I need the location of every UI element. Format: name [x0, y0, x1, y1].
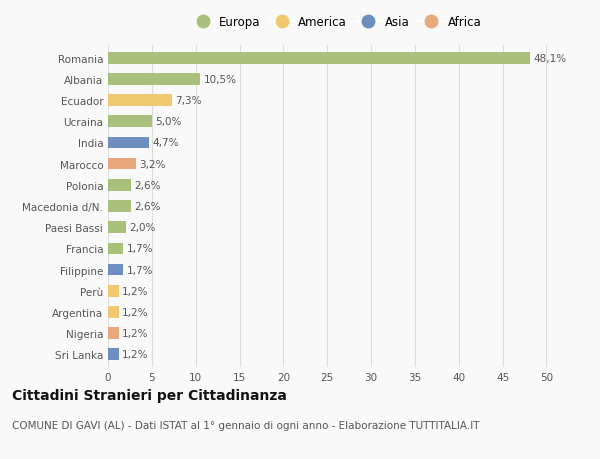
Text: 2,6%: 2,6%: [134, 180, 161, 190]
Bar: [108, 95, 172, 106]
Text: 48,1%: 48,1%: [533, 54, 566, 64]
Bar: [108, 328, 119, 339]
Text: 1,2%: 1,2%: [122, 349, 149, 359]
Bar: [108, 243, 123, 255]
Text: Cittadini Stranieri per Cittadinanza: Cittadini Stranieri per Cittadinanza: [12, 388, 287, 402]
Text: 7,3%: 7,3%: [176, 96, 202, 106]
Bar: [108, 285, 119, 297]
Text: 10,5%: 10,5%: [203, 75, 236, 85]
Text: 1,7%: 1,7%: [127, 265, 153, 275]
Bar: [108, 264, 123, 276]
Text: 1,2%: 1,2%: [122, 307, 149, 317]
Bar: [108, 53, 530, 64]
Text: 2,6%: 2,6%: [134, 202, 161, 212]
Bar: [108, 158, 136, 170]
Text: COMUNE DI GAVI (AL) - Dati ISTAT al 1° gennaio di ogni anno - Elaborazione TUTTI: COMUNE DI GAVI (AL) - Dati ISTAT al 1° g…: [12, 420, 479, 430]
Bar: [108, 116, 152, 128]
Text: 5,0%: 5,0%: [155, 117, 182, 127]
Bar: [108, 137, 149, 149]
Text: 1,2%: 1,2%: [122, 286, 149, 296]
Bar: [108, 201, 131, 213]
Text: 1,7%: 1,7%: [127, 244, 153, 254]
Bar: [108, 74, 200, 85]
Text: 1,2%: 1,2%: [122, 328, 149, 338]
Text: 2,0%: 2,0%: [129, 223, 155, 233]
Bar: [108, 179, 131, 191]
Bar: [108, 307, 119, 318]
Text: 3,2%: 3,2%: [140, 159, 166, 169]
Text: 4,7%: 4,7%: [153, 138, 179, 148]
Legend: Europa, America, Asia, Africa: Europa, America, Asia, Africa: [186, 11, 486, 34]
Bar: [108, 222, 125, 234]
Bar: [108, 349, 119, 360]
